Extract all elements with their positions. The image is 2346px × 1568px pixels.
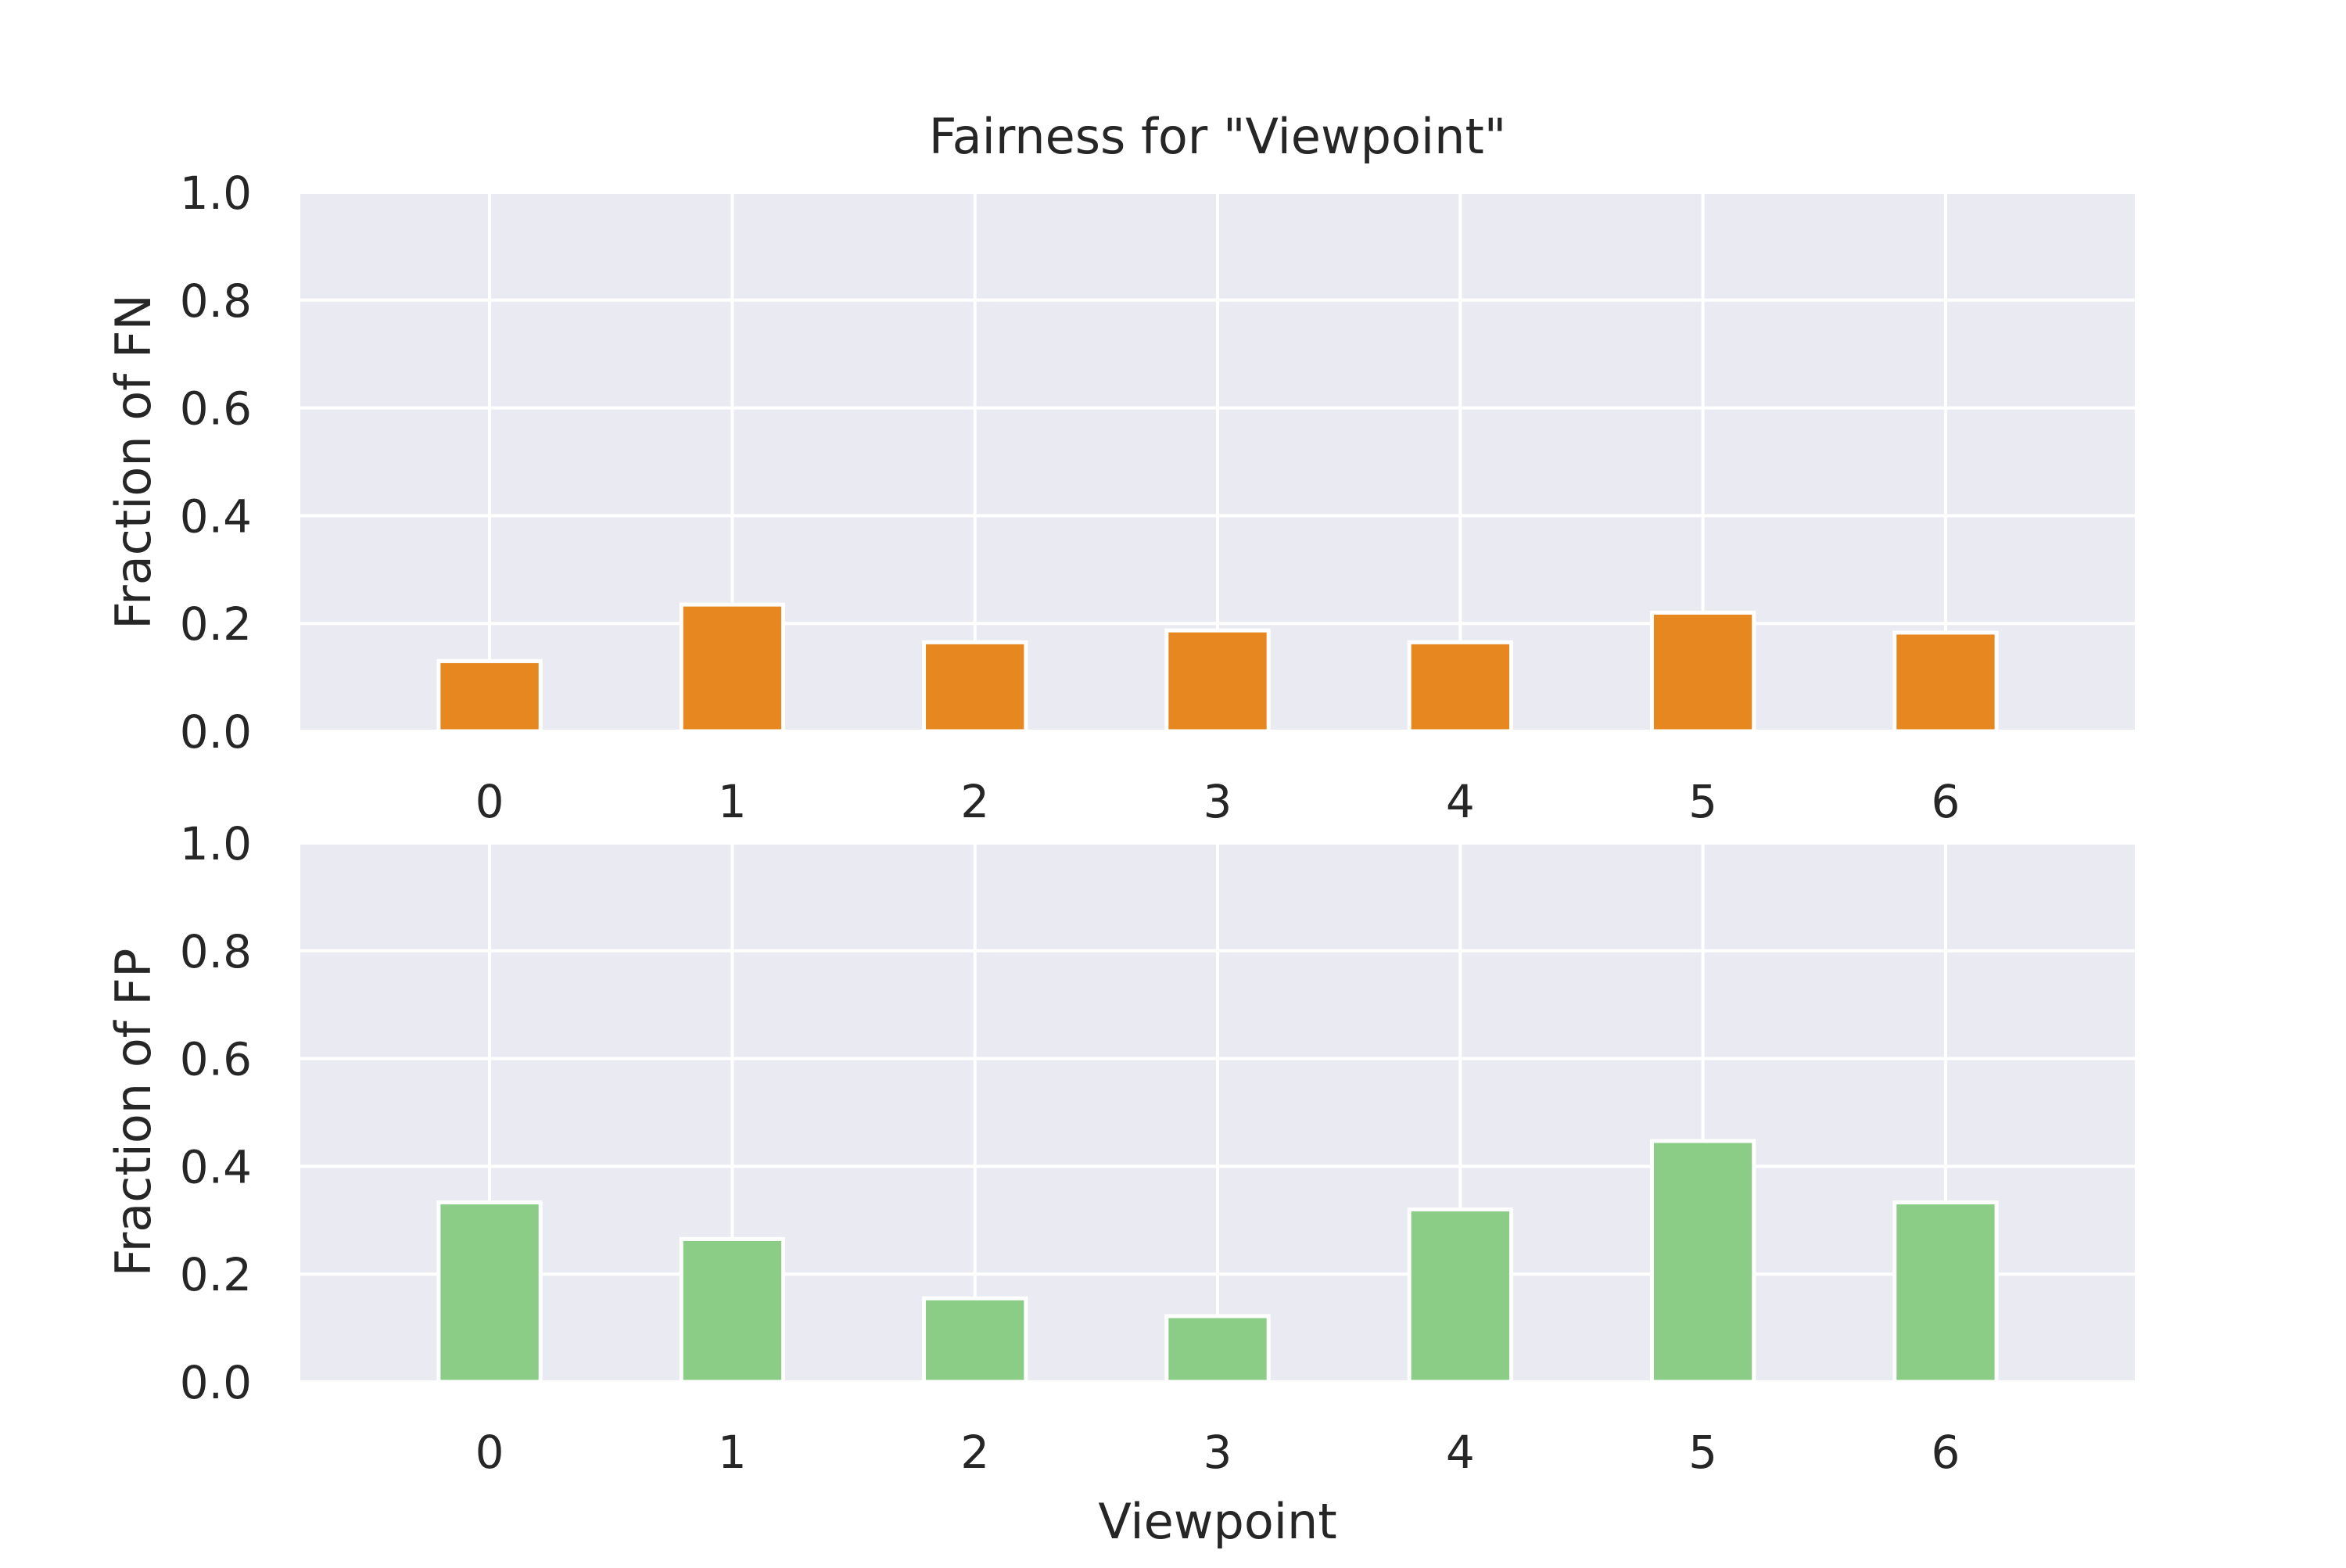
y-tick-label: 0.0 [180,705,252,759]
x-tick-label: 6 [1931,775,1960,828]
y-tick-label: 0.6 [180,1033,252,1086]
bar-5 [1649,1139,1756,1384]
x-tick-label: 1 [718,1426,747,1479]
y-tick-label: 0.4 [180,490,252,543]
y-tick-label: 1.0 [180,167,252,220]
bar-2 [922,1296,1028,1384]
chart-panel-2: 0.0 0.2 0.4 0.6 0.8 1.0 0 1 2 3 4 5 6 Fraction of FP V… [105,817,2135,1550]
y-tick-label: 0.2 [180,597,252,651]
x-tick-label: 0 [475,1426,504,1479]
y-axis-label: Fraction of FP [105,949,162,1277]
y-tick-label: 0.8 [180,925,252,978]
x-axis-label: Viewpoint [1098,1493,1336,1550]
chart-panel-1: 0.0 0.2 0.4 0.6 0.8 1.0 0 1 2 3 4 5 6 Fraction of FN [105,167,2135,828]
x-tick-label: 2 [960,775,989,828]
y-axis-label: Fraction of FN [105,294,162,630]
x-tick-label: 5 [1688,775,1717,828]
x-tick-label: 4 [1446,775,1475,828]
bar-6 [1892,630,1999,734]
y-tick-label: 1.0 [180,817,252,870]
x-tick-label: 5 [1688,1426,1717,1479]
bar-5 [1649,610,1756,734]
x-tick-label: 1 [718,775,747,828]
y-tick-label: 0.2 [180,1248,252,1301]
bar-4 [1407,1207,1513,1384]
bar-3 [1164,628,1271,734]
x-tick-label: 0 [475,775,504,828]
y-tick-label: 0.0 [180,1356,252,1409]
y-tick-label: 0.4 [180,1140,252,1193]
x-tick-label: 3 [1203,1426,1232,1479]
bar-1 [679,602,786,734]
x-tick-label: 6 [1931,1426,1960,1479]
bar-3 [1164,1314,1271,1384]
chart-title: Fairness for "Viewpoint" [929,108,1507,165]
bar-4 [1407,640,1513,734]
bar-6 [1892,1200,1999,1384]
bar-2 [922,640,1028,734]
x-tick-label: 2 [960,1426,989,1479]
x-tick-label: 3 [1203,775,1232,828]
y-tick-label: 0.8 [180,274,252,328]
bar-0 [436,1200,543,1384]
bar-1 [679,1236,786,1384]
bar-0 [436,658,543,734]
y-tick-label: 0.6 [180,382,252,436]
x-tick-label: 4 [1446,1426,1475,1479]
